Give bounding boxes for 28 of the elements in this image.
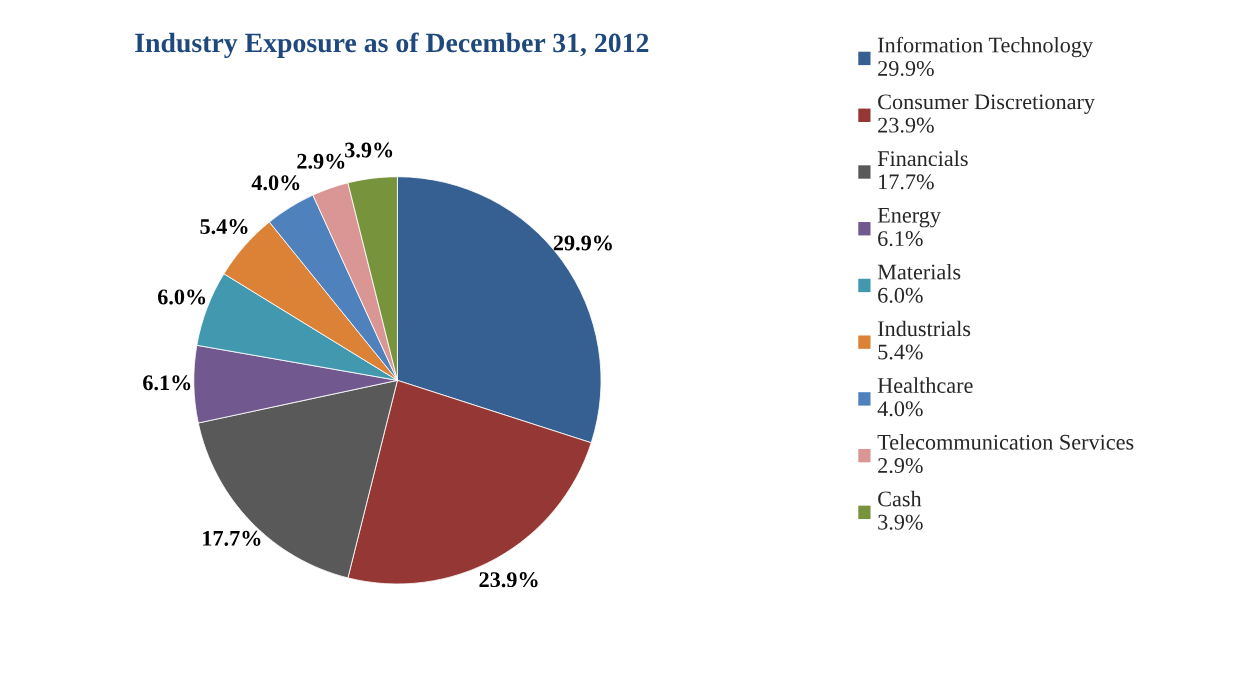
legend-label: Industrials — [877, 320, 971, 337]
text: 5.4% — [878, 344, 923, 360]
legend-label: Cash — [878, 490, 922, 507]
data-label: 6.1% — [143, 375, 191, 391]
text: 23.9% — [878, 117, 934, 133]
text: 29.9% — [878, 60, 934, 76]
legend-label: Financials — [877, 150, 968, 167]
data-label: 5.4% — [200, 219, 248, 235]
text: 4.0% — [877, 401, 923, 417]
legend-label: Healthcare — [877, 377, 973, 393]
legend-label: Telecommunication Services — [877, 434, 1134, 450]
text: 2.9% — [878, 457, 923, 474]
data-label: 3.9% — [345, 142, 393, 158]
data-label: 29.9% — [553, 235, 612, 251]
legend-label: Consumer Discretionary — [878, 94, 1095, 114]
chart-title: Industry Exposure as of December 31, 2012 — [135, 32, 649, 59]
legend-label: Information Technology — [877, 36, 1093, 58]
data-label: 17.7% — [203, 530, 261, 546]
text: 3.9% — [878, 514, 923, 530]
data-label: 6.0% — [157, 289, 206, 305]
legend-label: Energy — [877, 207, 941, 228]
data-label: 23.9% — [479, 572, 538, 588]
text: 6.1% — [878, 231, 923, 247]
text: 17.7% — [879, 174, 934, 190]
data-label: 4.0% — [251, 175, 300, 191]
legend-label: Materials — [877, 263, 961, 280]
text: 6.0% — [878, 287, 923, 303]
data-label: 2.9% — [297, 153, 345, 169]
